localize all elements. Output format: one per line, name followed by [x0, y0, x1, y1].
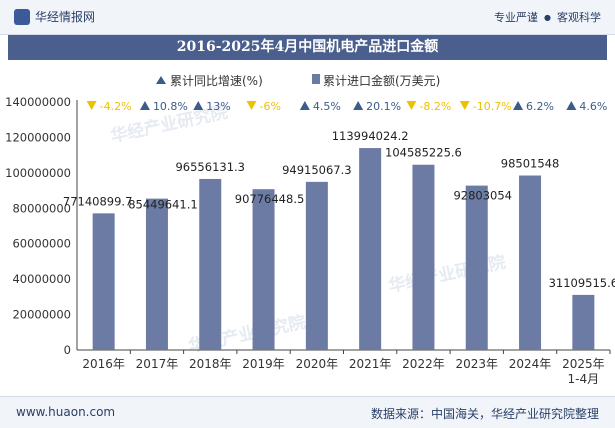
y-tick-label: 140000000 — [5, 95, 71, 109]
legend-amount-marker-icon — [312, 74, 320, 84]
growth-up-arrow-icon — [566, 101, 577, 110]
y-tick-label: 100000000 — [5, 166, 71, 180]
growth-rate-label: 13% — [206, 100, 230, 113]
growth-rate-label: 6.2% — [526, 100, 554, 113]
growth-down-arrow-icon — [459, 101, 470, 110]
growth-up-arrow-icon — [193, 101, 204, 110]
bar-value-label: 77140899.7 — [63, 194, 133, 208]
legend-amount-label: 累计进口金额(万美元) — [323, 73, 440, 88]
bar-value-label: 113994024.2 — [332, 129, 409, 143]
bar-value-label: 85449641.1 — [128, 198, 198, 212]
x-tick-label: 2024年 — [509, 357, 552, 371]
growth-rate-label: -10.7% — [473, 100, 512, 113]
x-tick-label: 2018年 — [189, 357, 232, 371]
bar-value-label: 94915067.3 — [282, 163, 352, 177]
top-bar: 华经情报网 专业严谨 ● 客观科学 — [0, 0, 615, 35]
brand-name: 华经情报网 — [35, 10, 96, 24]
footer-website[interactable]: www.huaon.com — [16, 405, 116, 419]
growth-down-arrow-icon — [246, 101, 257, 110]
y-tick-label: 120000000 — [5, 130, 71, 144]
footer-source: 数据来源：中国海关，华经产业研究院整理 — [370, 407, 599, 421]
growth-rate-label: -6% — [260, 100, 281, 113]
bar — [412, 164, 435, 350]
bar — [359, 148, 382, 350]
bar — [92, 213, 115, 350]
growth-up-arrow-icon — [139, 101, 150, 110]
legend-growth-marker-icon — [156, 76, 166, 84]
y-tick-label: 60000000 — [12, 237, 71, 251]
bar-value-label: 92803054 — [453, 189, 512, 203]
bar — [252, 189, 275, 350]
bar — [145, 198, 168, 350]
growth-up-arrow-icon — [299, 101, 310, 110]
y-tick-label: 20000000 — [12, 308, 71, 322]
y-tick-label: 80000000 — [12, 201, 71, 215]
bar-value-label: 104585225.6 — [385, 146, 462, 160]
bar — [572, 294, 595, 350]
header-link-professional: 专业严谨 — [494, 11, 539, 24]
growth-up-arrow-icon — [513, 101, 524, 110]
bar-value-label: 96556131.3 — [175, 160, 245, 174]
x-tick-label: 2022年 — [402, 357, 445, 371]
growth-rate-label: -8.2% — [419, 100, 451, 113]
chart-area: 华经产业研究院 华经产业研究院 华经产业研究院 累计同比增速(%) 累计进口金额(万美元… — [0, 62, 615, 396]
growth-up-arrow-icon — [353, 101, 364, 110]
growth-rate-label: -4.2% — [100, 100, 132, 113]
bar — [465, 185, 488, 350]
separator-dot-icon: ● — [544, 12, 551, 22]
legend-growth-label: 累计同比增速(%) — [170, 74, 263, 88]
bar-value-label: 31109515.6 — [549, 276, 615, 290]
brand-logo-icon — [14, 8, 30, 25]
y-tick-label: 0 — [64, 343, 71, 357]
growth-rate-label: 4.5% — [313, 100, 341, 113]
bar — [199, 178, 222, 350]
x-tick-label: 2020年 — [296, 357, 339, 371]
watermark-text: 华经产业研究院 — [387, 252, 508, 297]
growth-rate-label: 10.8% — [153, 100, 188, 113]
y-tick-label: 40000000 — [12, 272, 71, 286]
header-links: 专业严谨 ● 客观科学 — [494, 9, 601, 25]
x-tick-label: 2017年 — [136, 357, 179, 371]
brand[interactable]: 华经情报网 — [14, 8, 95, 25]
growth-down-arrow-icon — [406, 101, 417, 110]
x-tick-label: 2016年 — [82, 357, 125, 371]
growth-rate-label: 20.1% — [366, 100, 401, 113]
chart-title: 2016-2025年4月中国机电产品进口金额 — [8, 35, 607, 60]
x-tick-label: 2023年 — [455, 357, 498, 371]
x-tick-label: 2019年 — [242, 357, 285, 371]
header-link-objective: 客观科学 — [557, 11, 601, 24]
bar — [519, 175, 542, 350]
growth-rate-label: 4.6% — [579, 100, 607, 113]
bar — [305, 181, 328, 350]
growth-down-arrow-icon — [86, 101, 97, 110]
bar-value-label: 98501548 — [501, 157, 560, 171]
x-tick-label: 2025年 — [562, 357, 605, 371]
footer: www.huaon.com 数据来源：中国海关，华经产业研究院整理 — [0, 396, 615, 428]
x-tick-label: 2021年 — [349, 357, 392, 371]
bar-value-label: 90776448.5 — [235, 192, 305, 206]
x-tick-label: 1-4月 — [568, 372, 600, 386]
